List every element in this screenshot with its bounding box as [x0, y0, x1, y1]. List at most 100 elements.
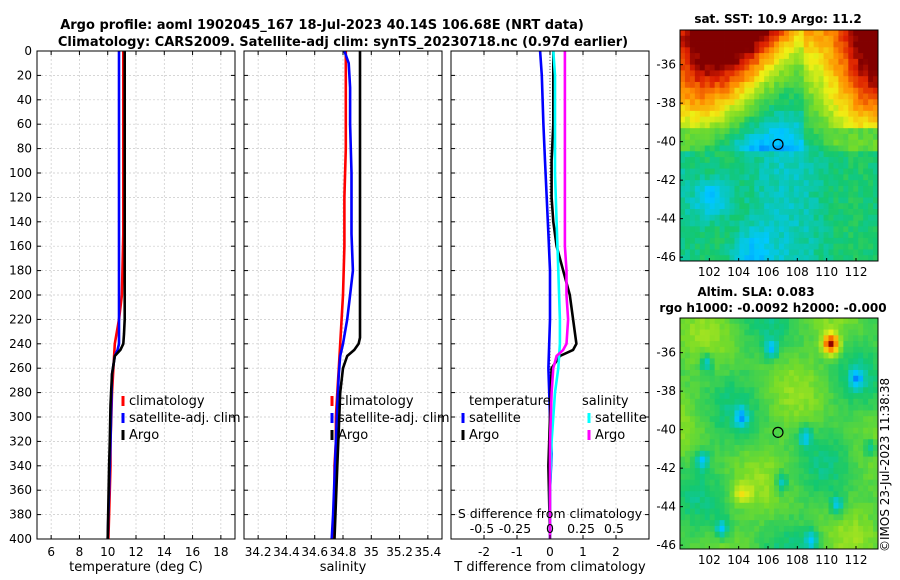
y-tick-label: 360 — [9, 483, 32, 497]
map-x-tick-label: 108 — [786, 553, 809, 567]
y-tick-label: 80 — [17, 142, 32, 156]
x-tick-label: 35 — [364, 545, 379, 559]
legend-label: satellite-adj. clim — [129, 411, 241, 426]
x-tick-label: 35.4 — [414, 545, 441, 559]
map-x-tick-label: 102 — [698, 265, 721, 279]
map-x-tick-label: 104 — [727, 553, 750, 567]
legend-label: Argo — [129, 428, 159, 443]
map-x-tick-label: 108 — [786, 265, 809, 279]
title-line-1: Argo profile: aoml 1902045_167 18-Jul-20… — [60, 18, 584, 33]
map-y-tick-label: -40 — [656, 135, 676, 149]
x-tick-label: 34.8 — [330, 545, 357, 559]
sst-map: 102 104 106 108 110 112 -36 -38 -40 -42 -44 -46 — [656, 29, 879, 279]
x-tick-label: 0 — [546, 545, 554, 559]
x-tick-label: 1 — [579, 545, 587, 559]
x-tick-label: 34.6 — [301, 545, 328, 559]
map-y-tick-label: -42 — [656, 461, 676, 475]
map-frame — [679, 317, 879, 550]
map-x-tick-label: 110 — [815, 265, 838, 279]
legend-label: satellite-adj. clim — [338, 411, 450, 426]
salinity-panel: 34.2 34.4 34.6 34.8 35 35.2 35.4 salinity climat… — [243, 50, 450, 575]
y-tick-label: 100 — [9, 166, 32, 180]
difference-panel: -2 -1 0 1 2T difference from climatology temp… — [450, 50, 650, 575]
y-tick-label: 320 — [9, 434, 32, 448]
x-axis-label: T difference from climatology — [453, 560, 646, 575]
map-y-tick-label: -36 — [656, 346, 676, 360]
y-tick-label: 340 — [9, 459, 32, 473]
map-y-tick-label: -36 — [656, 58, 676, 72]
map-x-tick-label: 112 — [845, 553, 868, 567]
map-y-tick-label: -44 — [656, 212, 676, 226]
map-x-tick-label: 106 — [757, 265, 780, 279]
sla-map-title-1: Altim. SLA: 0.083 — [697, 285, 814, 299]
series-line-s-satellite — [548, 50, 562, 539]
y-tick-label: 20 — [17, 68, 32, 82]
map-x-tick-label: 104 — [727, 265, 750, 279]
map-y-tick-label: -42 — [656, 173, 676, 187]
x-tick-label: 10 — [100, 545, 115, 559]
map-y-tick-label: -38 — [656, 96, 676, 110]
y-tick-label: 200 — [9, 288, 32, 302]
legend-title-temperature: temperature — [469, 394, 551, 409]
y-tick-label: 120 — [9, 190, 32, 204]
map-y-tick-label: -44 — [656, 500, 676, 514]
argo-location-marker — [772, 426, 784, 438]
y-tick-label: 160 — [9, 239, 32, 253]
x-axis-label: temperature (deg C) — [69, 560, 203, 575]
x-tick-label: 8 — [76, 545, 84, 559]
map-y-tick-label: -38 — [656, 384, 676, 398]
sst-map-title: sat. SST: 10.9 Argo: 11.2 — [694, 12, 861, 26]
secondary-tick-label: -0.5 — [470, 521, 494, 536]
x-tick-label: -2 — [478, 545, 490, 559]
x-tick-label: 2 — [612, 545, 620, 559]
argo-location-marker — [772, 138, 784, 150]
y-tick-label: 280 — [9, 386, 32, 400]
x-tick-label: 6 — [47, 545, 55, 559]
map-y-tick-label: -40 — [656, 423, 676, 437]
map-frame — [679, 29, 879, 262]
series-line-argo — [106, 51, 126, 540]
legend-label: climatology — [338, 394, 414, 409]
x-tick-label: 12 — [128, 545, 143, 559]
y-tick-label: 40 — [17, 93, 32, 107]
legend-title-salinity: salinity — [582, 394, 629, 409]
legend-label: Argo — [469, 428, 499, 443]
secondary-tick-label: 0 — [546, 521, 554, 536]
legend-label: satellite — [595, 411, 647, 426]
x-tick-label: 16 — [185, 545, 200, 559]
map-x-tick-label: 106 — [757, 553, 780, 567]
temperature-panel: 6 8 10 12 14 16 180204060801001201401601802002… — [9, 44, 241, 575]
legend-label: climatology — [129, 394, 205, 409]
secondary-axis-label: S difference from climatology — [458, 506, 643, 521]
map-x-tick-label: 102 — [698, 553, 721, 567]
map-x-tick-label: 112 — [845, 265, 868, 279]
map-cells — [680, 318, 879, 550]
series-line-argo — [333, 51, 362, 540]
x-tick-label: 14 — [157, 545, 172, 559]
y-tick-label: 240 — [9, 337, 32, 351]
x-axis-label: salinity — [320, 560, 367, 575]
legend-label: satellite — [469, 411, 521, 426]
x-tick-label: 18 — [213, 545, 228, 559]
credit-text: ©IMOS 23-Jul-2023 11:38:38 — [878, 377, 892, 552]
map-y-tick-label: -46 — [656, 250, 676, 264]
y-tick-label: 260 — [9, 361, 32, 375]
map-y-tick-label: -46 — [656, 538, 676, 552]
map-cells — [680, 30, 879, 262]
title-line-2: Climatology: CARS2009. Satellite-adj cli… — [58, 35, 628, 50]
sla-map: 102 104 106 108 110 112 -36 -38 -40 -42 -44 -46 — [656, 317, 879, 567]
legend-label: Argo — [338, 428, 368, 443]
y-tick-label: 400 — [9, 532, 32, 546]
y-tick-label: 180 — [9, 264, 32, 278]
series-line-s-argo — [548, 51, 570, 539]
legend-label: Argo — [595, 428, 625, 443]
y-tick-label: 0 — [24, 44, 32, 58]
y-tick-label: 140 — [9, 215, 32, 229]
y-tick-label: 380 — [9, 508, 32, 522]
y-tick-label: 60 — [17, 117, 32, 131]
x-tick-label: -1 — [511, 545, 523, 559]
x-tick-label: 35.2 — [386, 545, 413, 559]
x-tick-label: 34.2 — [245, 545, 272, 559]
series-line-satellite-adj-clim — [330, 50, 355, 540]
